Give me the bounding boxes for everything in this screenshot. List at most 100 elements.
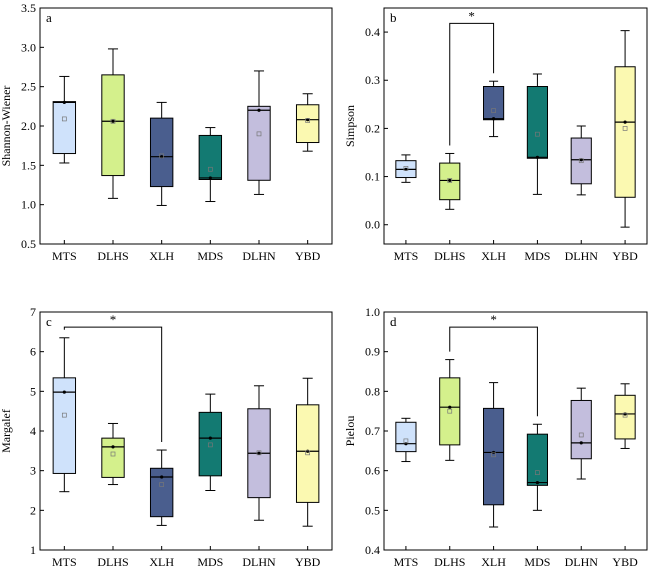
x-tick-label: DLHN [242,555,276,568]
mean-marker [305,118,311,123]
y-tick-label: 0.0 [365,218,380,232]
median-dot [111,119,115,123]
panel-d: 0.4 0.5 0.6 0.7 0.8 0.9 1.0 Pielou d MTS DLHS XLH MD… [343,305,648,568]
x-tick-label: DLHS [434,555,465,568]
significance-star: * [110,312,117,327]
x-tick-label: DLHN [565,555,599,568]
median-dot [160,475,164,479]
x-tick-label: MTS [52,249,77,263]
median-dot [160,155,164,159]
mean-marker [61,116,67,122]
x-tick-label: YBD [295,249,321,263]
significance-star: * [468,8,475,23]
y-tick-label: 3 [30,464,36,478]
median-dot [448,405,452,409]
box-XLH [149,449,174,526]
median-dot [257,108,261,112]
x-tick-label: MTS [394,555,419,568]
iqr-box [52,101,77,155]
box-MTS [395,154,417,183]
box-MDS [198,127,223,203]
y-tick-label: 6 [30,345,36,359]
plot-frame [39,311,333,551]
iqr-box [198,411,223,477]
y-tick-label: 2.5 [21,80,36,94]
y-tick-label: 0.2 [365,121,380,135]
x-tick-label: DLHN [242,249,276,263]
box-DLHS [439,152,461,210]
y-tick-label: 5 [30,384,36,398]
x-tick-label: MDS [197,555,223,568]
mean-marker [622,126,628,131]
box-DLHS [101,422,125,486]
y-tick-label: 3.0 [21,40,36,54]
iqr-box [395,421,417,453]
mean-marker [305,450,311,456]
y-tick-label: 0.6 [365,464,380,478]
median-dot [535,480,540,485]
box-MTS [395,417,417,463]
plot-frame [383,311,648,551]
iqr-box [52,377,77,474]
x-tick-label: DLHS [97,555,128,568]
x-tick-label: MDS [524,555,550,568]
box-DLHN [570,387,592,480]
x-tick-label: YBD [295,555,321,568]
y-axis-label: Shannon-Wiener [0,86,13,167]
x-tick-label: MTS [52,555,77,568]
box-YBD [614,30,636,228]
mean-marker [535,131,540,137]
box-DLHS [439,359,461,461]
median-dot [535,155,540,159]
x-tick-label: XLH [149,555,174,568]
iqr-box [526,433,548,486]
y-tick-label: 1.0 [21,198,36,212]
panel-c: 1 2 3 4 5 6 7 Margalef c MTS DLHS XLH MDS DLHN YBD * [0,305,333,568]
mean-marker [447,408,453,414]
y-tick-label: 0.7 [365,424,380,438]
panel-label: c [46,314,52,329]
x-tick-label: MDS [524,249,550,263]
box-MTS [52,337,77,493]
iqr-box [247,105,271,181]
panel-a: 0.5 1.0 1.5 2.0 2.5 3.0 3.5 Shannon-Wiener a MTS D… [0,1,333,263]
iqr-box [570,399,592,460]
box-MTS [52,75,77,164]
panel-label: a [46,10,52,25]
y-tick-label: 0.3 [365,73,380,87]
box-MDS [526,73,548,195]
median-dot [306,118,310,122]
box-DLHN [570,125,592,196]
iqr-box [101,437,125,478]
x-tick-label: XLH [481,555,506,568]
mean-marker [578,432,584,438]
x-tick-label: YBD [612,249,638,263]
y-axis-label: Pielou [343,416,357,447]
box-DLHN [247,70,271,195]
mean-marker [256,450,262,456]
x-tick-label: XLH [149,249,174,263]
mean-marker [110,118,116,124]
iqr-box [149,467,174,518]
median-dot [491,450,496,455]
median-dot [208,436,212,440]
median-dot [579,441,583,445]
x-tick-label: YBD [612,555,638,568]
mean-marker [403,166,409,171]
mean-marker [207,166,213,172]
iqr-box [198,134,223,180]
x-tick-label: DLHN [565,249,599,263]
y-tick-label: 0.1 [365,170,380,184]
mean-marker [110,451,116,457]
box-MDS [198,393,223,491]
median-dot [448,178,452,183]
iqr-box [101,74,125,177]
y-tick-label: 2.0 [21,119,36,133]
y-axis-label: Margalef [0,409,13,453]
y-axis-label: Simpson [343,105,357,147]
y-tick-label: 1.5 [21,158,36,172]
mean-marker [535,470,540,475]
y-tick-label: 0.5 [365,503,380,517]
x-tick-label: DLHS [97,249,128,263]
